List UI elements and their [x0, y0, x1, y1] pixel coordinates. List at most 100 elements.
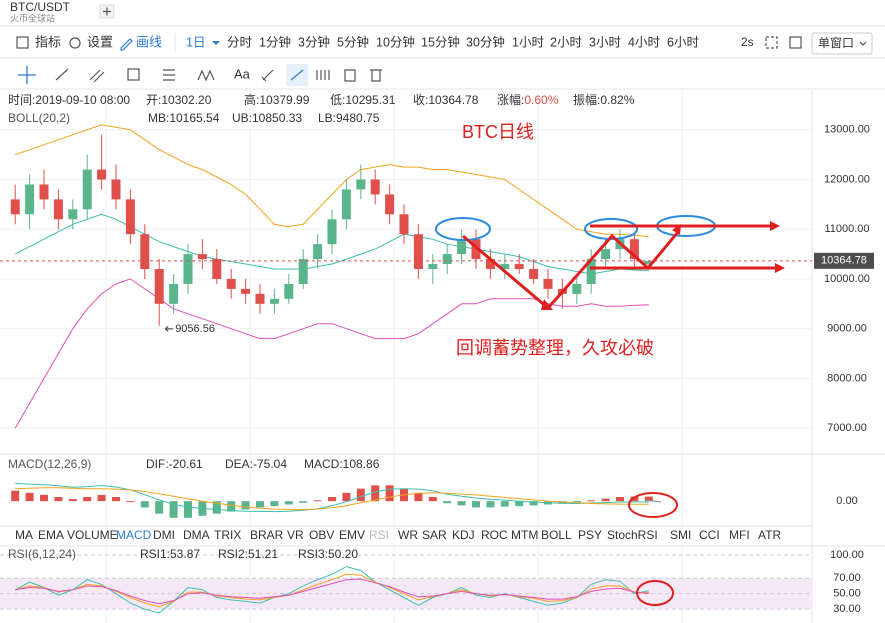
text-tool[interactable]: Aa	[234, 66, 251, 81]
interval-button[interactable]: 15分钟	[421, 34, 460, 49]
line-tool[interactable]	[55, 68, 69, 81]
macd-line	[15, 487, 649, 510]
indicator-tab[interactable]: MTM	[511, 528, 538, 542]
interval-button[interactable]: 30分钟	[466, 34, 505, 49]
macd-bar	[25, 492, 34, 502]
info-label: 涨幅:	[497, 92, 524, 107]
interval-button[interactable]: 3分钟	[298, 34, 330, 49]
macd-bar	[256, 501, 264, 508]
interval-button[interactable]: 1分钟	[259, 34, 291, 49]
indicator-tab[interactable]: EMV	[339, 528, 365, 542]
candle-body	[284, 283, 294, 299]
low-price-label: 9056.56	[175, 323, 215, 335]
candle-body	[226, 278, 236, 289]
indicator-tab[interactable]: MFI	[729, 528, 750, 542]
indicator-tab[interactable]: BRAR	[250, 528, 284, 542]
indicator-tab[interactable]: KDJ	[452, 528, 475, 542]
interval-button[interactable]: 1日	[186, 35, 205, 49]
candle-body	[471, 239, 481, 260]
indicator-tab[interactable]: VOLUME	[67, 528, 118, 542]
measure-tool[interactable]	[261, 69, 274, 82]
indicator-tab[interactable]: BOLL	[541, 528, 572, 542]
delete-tool[interactable]	[370, 69, 382, 82]
interval-button[interactable]: 5分钟	[337, 34, 369, 49]
macd-bar	[212, 501, 221, 514]
candle-body	[53, 199, 63, 220]
interval-button[interactable]: 6小时	[667, 35, 699, 49]
macd-bar	[601, 498, 610, 502]
indicator-tab[interactable]: RSI	[369, 528, 389, 542]
y-tick-label: 0.00	[836, 495, 857, 507]
fib-tool[interactable]	[163, 69, 175, 81]
macd-bar	[443, 501, 452, 504]
info-item: 时间:2019-09-10 08:00	[8, 93, 130, 107]
indicator-tab[interactable]: DMI	[153, 528, 175, 542]
dropdown-arrow	[212, 41, 220, 45]
hide-tool[interactable]	[344, 69, 356, 82]
toolbar-button[interactable]: 设置	[87, 34, 113, 49]
fullscreen-icon[interactable]	[765, 36, 778, 49]
macd-bar	[97, 494, 106, 502]
window-select[interactable]	[811, 32, 873, 55]
indicator-tab[interactable]: DMA	[183, 528, 210, 542]
y-tick-label: 12000.00	[824, 173, 870, 185]
interval-button[interactable]: 4小时	[628, 35, 660, 49]
indicator-tab[interactable]: OBV	[309, 528, 334, 542]
indicator-tab[interactable]: MACD	[116, 528, 152, 542]
indicator-tab[interactable]: ATR	[758, 528, 781, 542]
indicator-tab[interactable]: ROC	[481, 528, 508, 542]
indicator-tab[interactable]: WR	[398, 528, 418, 542]
channel-tool[interactable]	[89, 69, 105, 83]
candle-body	[385, 194, 395, 215]
indicator-tab[interactable]: CCI	[699, 528, 720, 542]
candle-body	[82, 169, 92, 210]
toolbar-button[interactable]: 画线	[136, 34, 162, 49]
info-value: 0.82%	[600, 93, 634, 107]
indicator-tab[interactable]: SMI	[670, 528, 691, 542]
info-item: 开:10302.20	[146, 93, 212, 107]
refresh-rate[interactable]: 2s	[741, 35, 754, 49]
window-mode[interactable]: 单窗口	[818, 36, 854, 50]
legend-entry: RSI1:53.87	[140, 547, 200, 561]
indicator-tab[interactable]: TRIX	[214, 528, 241, 542]
macd-bar	[140, 501, 149, 508]
interval-button[interactable]: 10分钟	[376, 34, 415, 49]
shape-tool[interactable]	[127, 68, 140, 81]
candle-body	[140, 234, 150, 270]
macd-bar	[414, 492, 423, 502]
macd-bar	[587, 500, 596, 502]
magnet-icon	[290, 69, 304, 81]
macd-bar	[184, 501, 192, 518]
info-label: 时间:	[8, 93, 35, 107]
candle-body	[442, 254, 452, 265]
candle-body	[183, 254, 193, 284]
macd-bar	[616, 497, 624, 502]
window-icon[interactable]	[789, 36, 802, 49]
interval-button[interactable]: 1小时	[512, 35, 544, 49]
interval-button[interactable]: 分时	[227, 35, 253, 49]
pane-title: MACD(12,26,9)	[8, 457, 91, 471]
candle-body	[514, 264, 524, 270]
interval-button[interactable]: 2小时	[550, 35, 582, 49]
indicator-tab[interactable]: VR	[287, 528, 304, 542]
interval-button[interactable]: 3小时	[589, 35, 621, 49]
indicator-tab[interactable]: EMA	[38, 528, 64, 542]
dropdown-arrow	[859, 41, 867, 46]
exchange: 火币全球站	[10, 12, 55, 23]
info-value: 2019-09-10 08:00	[35, 93, 130, 107]
macd-bar	[328, 497, 336, 502]
lock-tool[interactable]	[316, 70, 330, 80]
pane-title: RSI(6,12,24)	[8, 547, 76, 561]
indicator-tab[interactable]: SAR	[422, 528, 447, 542]
indicator-tab[interactable]: MA	[15, 528, 33, 542]
candle-body	[197, 254, 207, 260]
y-tick-label: 7000.00	[827, 422, 867, 434]
vertical-grid	[105, 90, 683, 623]
indicator-tab[interactable]: StochRSI	[607, 528, 658, 542]
symbol: BTC/USDT	[10, 0, 71, 14]
toolbar-button[interactable]: 指标	[35, 34, 61, 49]
crosshair-tool[interactable]	[18, 66, 36, 84]
indicator-tab[interactable]: PSY	[578, 528, 602, 542]
info-label: 收:	[413, 93, 428, 107]
wave-tool[interactable]	[197, 69, 215, 82]
